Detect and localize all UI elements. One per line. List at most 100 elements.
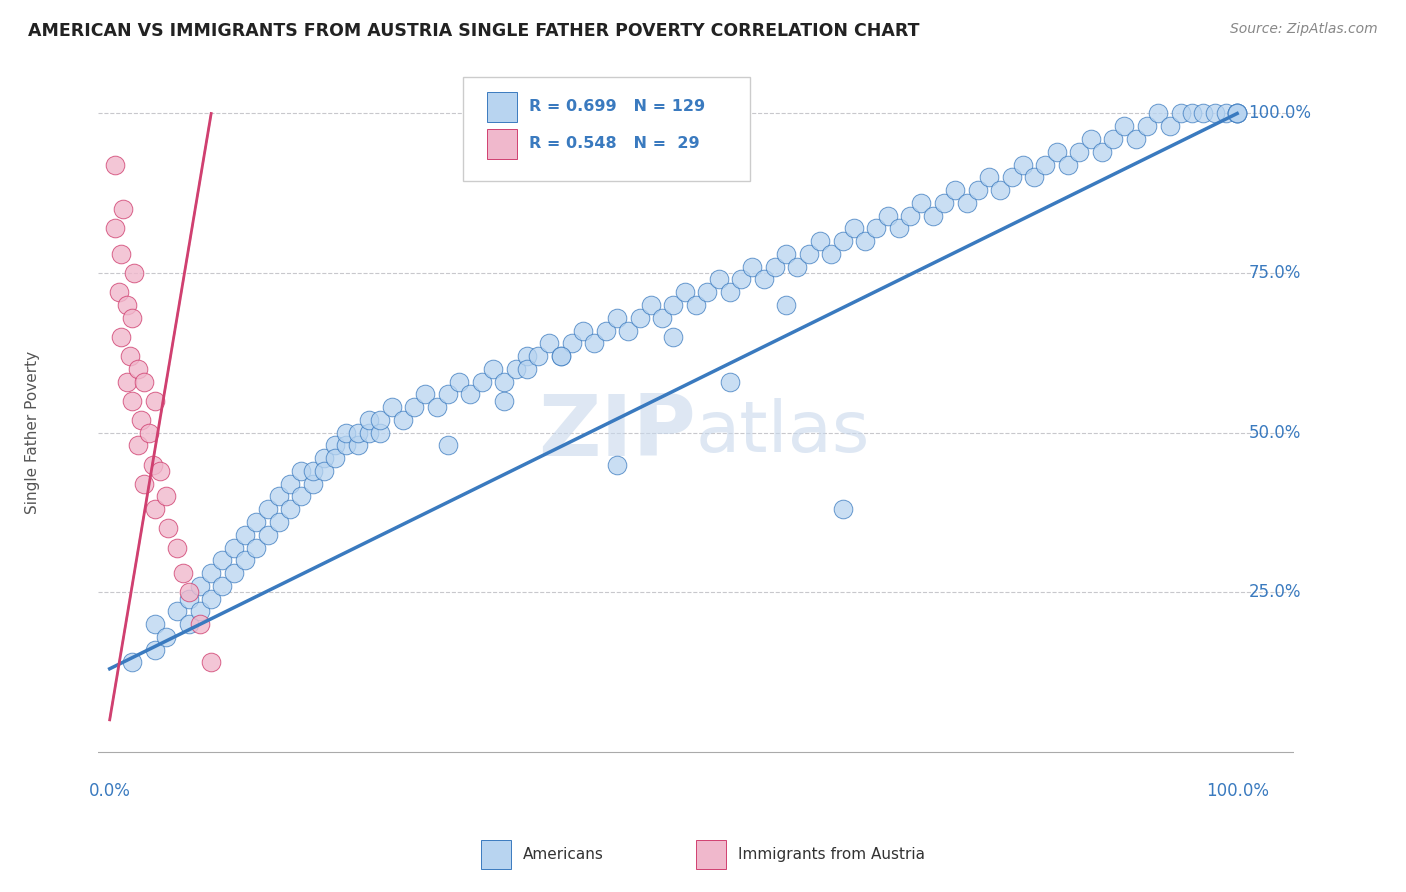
Point bbox=[977, 170, 1000, 185]
Point bbox=[662, 298, 685, 312]
Point bbox=[143, 393, 166, 408]
Point bbox=[876, 209, 898, 223]
Point bbox=[1192, 106, 1215, 120]
Point bbox=[640, 298, 662, 312]
Text: Source: ZipAtlas.com: Source: ZipAtlas.com bbox=[1230, 22, 1378, 37]
Point bbox=[1147, 106, 1170, 120]
Point bbox=[437, 387, 460, 401]
Bar bbox=[486, 129, 517, 159]
Point bbox=[538, 336, 561, 351]
Point bbox=[256, 502, 278, 516]
Point bbox=[943, 183, 966, 197]
Point bbox=[233, 553, 256, 567]
Point bbox=[143, 642, 166, 657]
Point bbox=[141, 458, 163, 472]
Point bbox=[278, 476, 301, 491]
Point bbox=[595, 324, 617, 338]
Point bbox=[865, 221, 887, 235]
Bar bbox=[481, 840, 510, 870]
Point bbox=[104, 157, 127, 171]
Point bbox=[301, 464, 323, 478]
Point bbox=[606, 310, 628, 325]
Point bbox=[278, 502, 301, 516]
Text: AMERICAN VS IMMIGRANTS FROM AUSTRIA SINGLE FATHER POVERTY CORRELATION CHART: AMERICAN VS IMMIGRANTS FROM AUSTRIA SING… bbox=[28, 22, 920, 40]
Point bbox=[516, 361, 538, 376]
Point bbox=[1012, 157, 1035, 171]
Point bbox=[222, 541, 245, 555]
Point bbox=[380, 400, 402, 414]
Point bbox=[112, 202, 135, 217]
Text: 25.0%: 25.0% bbox=[1249, 583, 1301, 601]
Point bbox=[1226, 106, 1249, 120]
Point bbox=[301, 476, 323, 491]
Point bbox=[211, 553, 233, 567]
Point bbox=[121, 656, 143, 670]
Point bbox=[617, 324, 640, 338]
Point bbox=[1035, 157, 1057, 171]
Point bbox=[471, 375, 494, 389]
Point bbox=[831, 502, 853, 516]
Point bbox=[121, 393, 143, 408]
Point bbox=[887, 221, 910, 235]
Point bbox=[132, 476, 155, 491]
Text: 100.0%: 100.0% bbox=[1206, 782, 1268, 800]
Point bbox=[460, 387, 482, 401]
Point bbox=[368, 413, 391, 427]
Text: 0.0%: 0.0% bbox=[89, 782, 131, 800]
Point bbox=[966, 183, 988, 197]
Point bbox=[494, 393, 516, 408]
Point bbox=[910, 195, 932, 210]
Point bbox=[842, 221, 865, 235]
Point bbox=[426, 400, 449, 414]
Point bbox=[1057, 157, 1080, 171]
Point bbox=[482, 361, 505, 376]
Point bbox=[323, 438, 346, 452]
Point bbox=[990, 183, 1012, 197]
Point bbox=[115, 298, 138, 312]
Point bbox=[1125, 132, 1147, 146]
Point bbox=[628, 310, 651, 325]
Point bbox=[157, 521, 180, 535]
Point bbox=[808, 234, 831, 248]
Point bbox=[121, 310, 143, 325]
Point bbox=[233, 527, 256, 541]
Point bbox=[516, 349, 538, 363]
Point bbox=[115, 375, 138, 389]
Text: R = 0.548   N =  29: R = 0.548 N = 29 bbox=[529, 136, 699, 152]
Point bbox=[357, 425, 380, 440]
Point bbox=[662, 330, 685, 344]
Point bbox=[786, 260, 808, 274]
Point bbox=[1136, 120, 1159, 134]
Point bbox=[797, 247, 820, 261]
Point bbox=[932, 195, 955, 210]
Point bbox=[730, 272, 752, 286]
Point bbox=[718, 285, 741, 300]
Point bbox=[177, 617, 200, 632]
Point bbox=[1114, 120, 1136, 134]
Point bbox=[290, 464, 312, 478]
Point bbox=[245, 515, 267, 529]
Text: R = 0.699   N = 129: R = 0.699 N = 129 bbox=[529, 99, 704, 114]
Point bbox=[550, 349, 572, 363]
Point bbox=[921, 209, 943, 223]
Point bbox=[155, 490, 177, 504]
FancyBboxPatch shape bbox=[463, 78, 749, 181]
Point bbox=[335, 438, 357, 452]
Point bbox=[775, 247, 797, 261]
Point bbox=[200, 591, 222, 606]
Point bbox=[368, 425, 391, 440]
Point bbox=[357, 413, 380, 427]
Point bbox=[831, 234, 853, 248]
Point bbox=[763, 260, 786, 274]
Point bbox=[685, 298, 707, 312]
Point bbox=[200, 656, 222, 670]
Point bbox=[606, 458, 628, 472]
Point bbox=[346, 438, 368, 452]
Point bbox=[651, 310, 673, 325]
Text: 50.0%: 50.0% bbox=[1249, 424, 1301, 442]
Point bbox=[527, 349, 550, 363]
Point bbox=[188, 579, 211, 593]
Point bbox=[166, 604, 188, 618]
Text: Single Father Poverty: Single Father Poverty bbox=[25, 351, 41, 514]
Point bbox=[673, 285, 696, 300]
